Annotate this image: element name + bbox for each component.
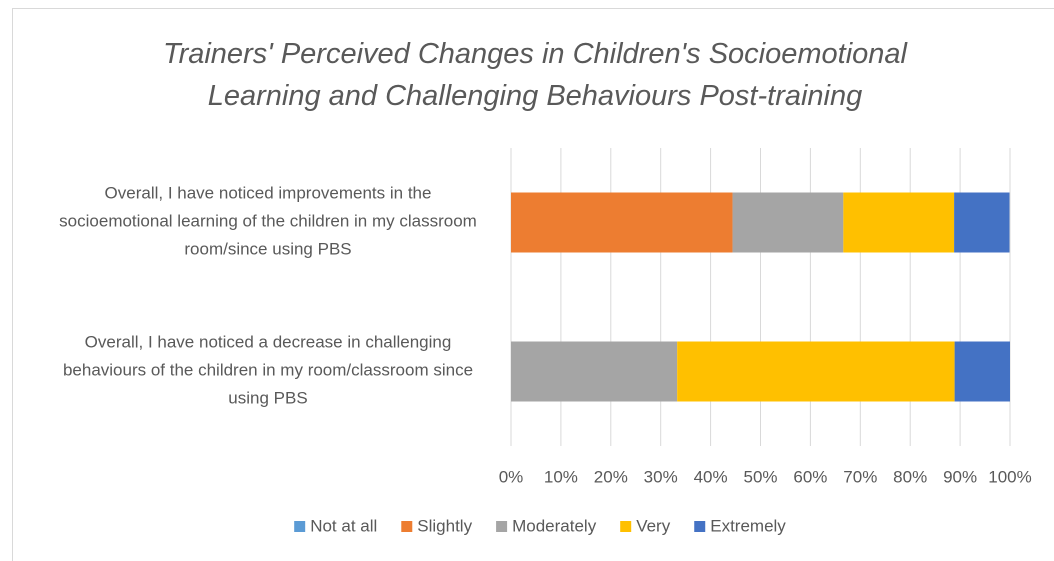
x-tick-label: 80% bbox=[893, 467, 927, 486]
legend-swatch bbox=[694, 521, 706, 532]
legend-label: Very bbox=[636, 516, 671, 535]
x-tick-label: 90% bbox=[943, 467, 977, 486]
x-tick-label: 60% bbox=[793, 467, 827, 486]
legend-label: Not at all bbox=[310, 516, 377, 535]
x-tick-label: 30% bbox=[644, 467, 678, 486]
legend-swatch bbox=[620, 521, 632, 532]
x-tick-label: 40% bbox=[694, 467, 728, 486]
x-tick-label: 20% bbox=[594, 467, 628, 486]
y-tick-label: Overall, I have noticed improvements in … bbox=[59, 184, 477, 259]
bar-segment bbox=[954, 192, 1010, 253]
x-tick-label: 0% bbox=[499, 467, 524, 486]
chart-title: Trainers' Perceived Changes in Children'… bbox=[163, 38, 909, 112]
legend-label: Moderately bbox=[512, 516, 597, 535]
legend-swatch bbox=[294, 521, 306, 532]
bar-segment bbox=[511, 341, 678, 402]
chart-frame bbox=[12, 8, 1054, 561]
legend-swatch bbox=[496, 521, 508, 532]
y-tick-label: Overall, I have noticed a decrease in ch… bbox=[63, 333, 473, 408]
x-tick-label: 10% bbox=[544, 467, 578, 486]
x-tick-label: 100% bbox=[988, 467, 1031, 486]
legend-swatch bbox=[401, 521, 413, 532]
bar-segment bbox=[954, 341, 1010, 402]
legend-label: Extremely bbox=[710, 516, 786, 535]
bar-segment bbox=[843, 192, 955, 253]
x-tick-label: 50% bbox=[743, 467, 777, 486]
legend-label: Slightly bbox=[417, 516, 472, 535]
bar-segment bbox=[677, 341, 955, 402]
bar-segment bbox=[511, 192, 733, 253]
x-tick-label: 70% bbox=[843, 467, 877, 486]
bar-segment bbox=[732, 192, 844, 253]
